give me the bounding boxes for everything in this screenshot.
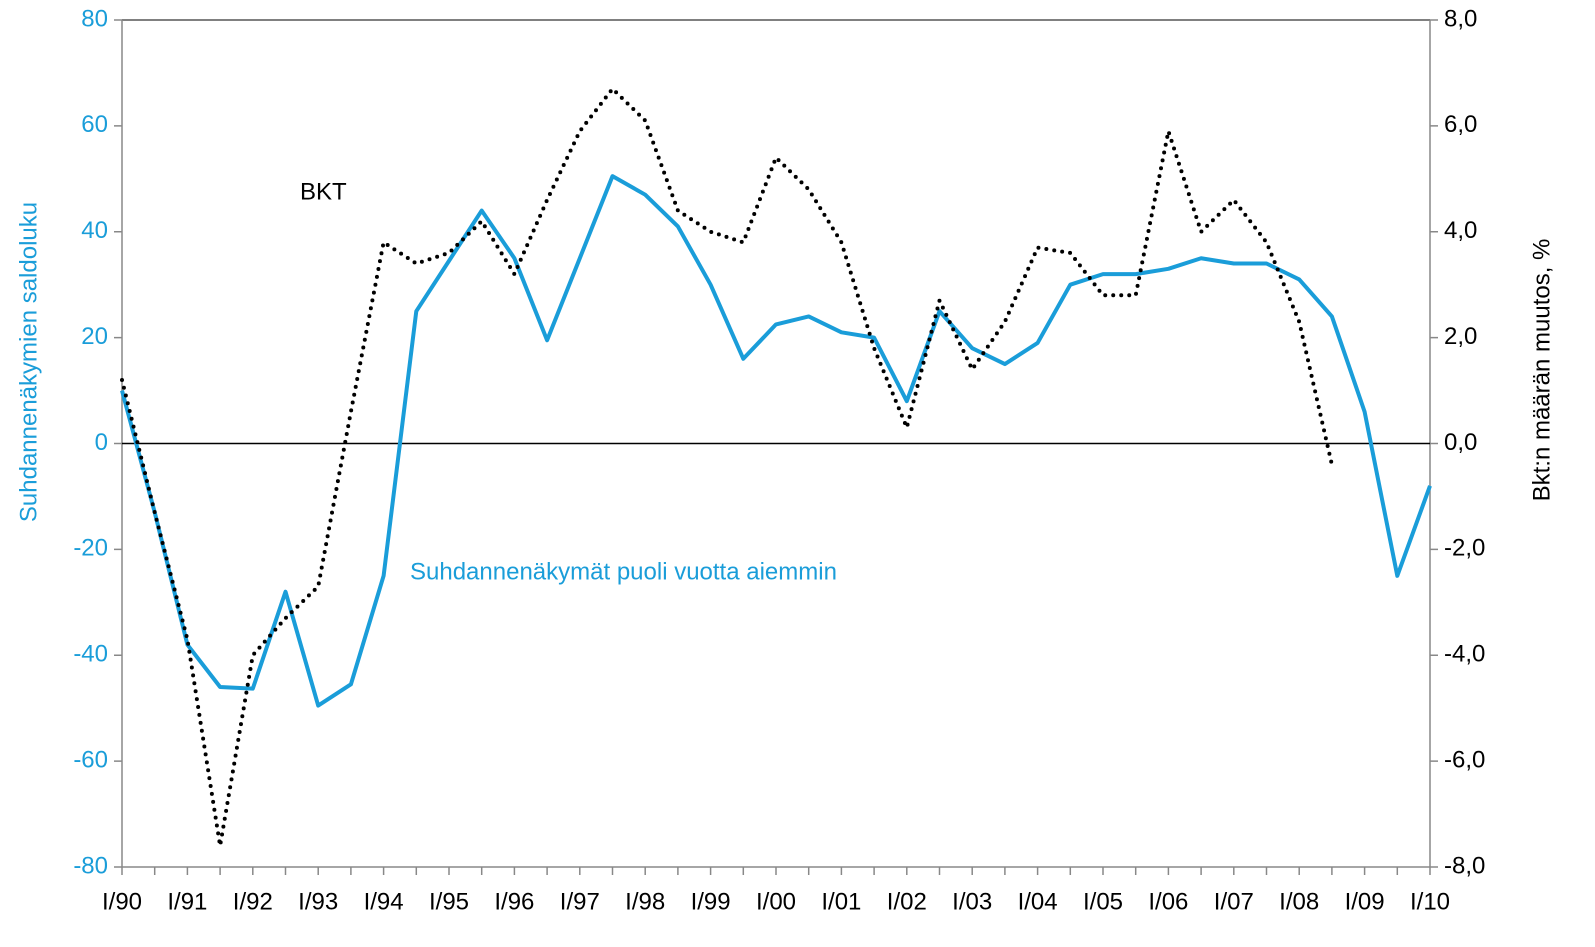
x-tick-label: I/04	[1018, 888, 1058, 915]
series-line	[120, 174, 1432, 708]
x-tick-label: I/03	[952, 888, 992, 915]
y-tick-label: -60	[73, 746, 108, 773]
y2-tick-label: 4,0	[1444, 217, 1477, 244]
x-tick-label: I/02	[887, 888, 927, 915]
x-tick-label: I/00	[756, 888, 796, 915]
x-tick-label: I/99	[691, 888, 731, 915]
x-tick-label: I/10	[1410, 888, 1450, 915]
y-tick-label: -20	[73, 535, 108, 562]
x-tick-label: I/05	[1083, 888, 1123, 915]
y-tick-label: 60	[81, 111, 108, 138]
annotation: Suhdannenäkymät puoli vuotta aiemmin	[410, 558, 837, 585]
y-tick-label: 0	[95, 429, 108, 456]
x-tick-label: I/90	[102, 888, 142, 915]
series-line	[120, 86, 1334, 848]
y2-axis-label: Bkt:n määrän muutos, %	[1528, 239, 1555, 502]
y2-tick-label: -4,0	[1444, 641, 1485, 668]
x-tick-label: I/09	[1345, 888, 1385, 915]
y2-tick-label: 6,0	[1444, 111, 1477, 138]
x-tick-label: I/98	[625, 888, 665, 915]
x-tick-label: I/08	[1279, 888, 1319, 915]
x-tick-label: I/91	[167, 888, 207, 915]
y-tick-label: 40	[81, 217, 108, 244]
y2-tick-label: 2,0	[1444, 323, 1477, 350]
y2-tick-label: 0,0	[1444, 429, 1477, 456]
y2-tick-label: 8,0	[1444, 5, 1477, 32]
y2-tick-label: -8,0	[1444, 852, 1485, 879]
x-tick-label: I/95	[429, 888, 469, 915]
x-tick-label: I/01	[821, 888, 861, 915]
x-tick-label: I/94	[364, 888, 404, 915]
y2-tick-label: -6,0	[1444, 746, 1485, 773]
y-tick-label: -80	[73, 852, 108, 879]
x-tick-label: I/92	[233, 888, 273, 915]
x-tick-label: I/06	[1148, 888, 1188, 915]
y-axis-label: Suhdannenäkymien saldoluku	[15, 202, 42, 522]
x-tick-label: I/07	[1214, 888, 1254, 915]
y-tick-label: -40	[73, 641, 108, 668]
annotation: BKT	[300, 178, 347, 205]
y-tick-label: 80	[81, 5, 108, 32]
y-tick-label: 20	[81, 323, 108, 350]
x-tick-label: I/97	[560, 888, 600, 915]
x-tick-label: I/96	[494, 888, 534, 915]
y2-tick-label: -2,0	[1444, 535, 1485, 562]
x-tick-label: I/93	[298, 888, 338, 915]
